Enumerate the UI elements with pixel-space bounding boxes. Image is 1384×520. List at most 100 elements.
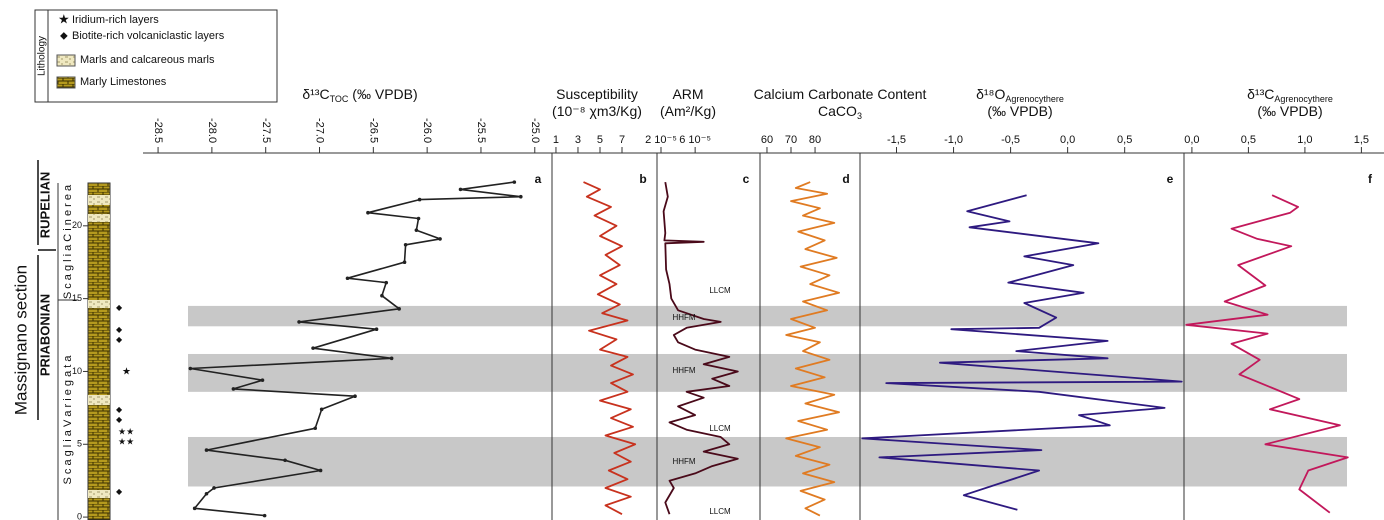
marl-layer <box>88 395 110 405</box>
x-tick-label: 70 <box>785 134 797 146</box>
x-tick-label: 6 10⁻⁵ <box>679 134 711 146</box>
axis-title-part: (10⁻⁸ χm3/Kg) <box>552 103 642 119</box>
axis-title-part: ARM <box>672 86 703 102</box>
data-point <box>518 194 523 199</box>
depth-tick-label: 5 <box>77 439 82 449</box>
depth-tick-label: 10 <box>72 366 82 376</box>
axis-title: δ¹³CAgrenocythere <box>1247 86 1333 105</box>
data-point <box>204 448 209 452</box>
data-point <box>313 426 318 431</box>
x-tick-label: 60 <box>761 134 773 146</box>
axis-title-sub: 3 <box>857 111 862 121</box>
data-line <box>662 181 739 515</box>
data-point <box>188 366 193 371</box>
annotation: HHFM <box>672 457 695 466</box>
panel-label: d <box>842 172 849 186</box>
marl-layer <box>88 214 110 222</box>
stage-label: RUPELIAN <box>37 172 52 238</box>
litho-column <box>87 182 111 520</box>
x-tick-label: -28.5 <box>152 118 164 143</box>
highlight-band <box>188 436 1347 487</box>
axis-title-sub: TOC <box>330 94 349 104</box>
axis-title-part: (‰ VPDB) <box>1257 103 1322 119</box>
data-point <box>311 346 315 350</box>
data-point <box>416 216 421 221</box>
panel-label: a <box>535 172 542 186</box>
x-tick-label: -26.5 <box>367 118 379 143</box>
x-tick-label: 5 <box>597 134 603 146</box>
legend-item: Marly Limestones <box>80 76 167 88</box>
data-point <box>417 197 422 202</box>
x-tick-label: -26.0 <box>421 118 433 143</box>
diamond-icon: ◆ <box>60 31 68 42</box>
data-point <box>353 394 357 399</box>
star-icon: ★ <box>122 367 131 378</box>
section-title: Massignano section <box>11 265 30 415</box>
data-point <box>512 180 517 184</box>
data-point <box>260 378 265 382</box>
data-point <box>318 468 323 473</box>
axis-title: (‰ VPDB) <box>987 103 1052 119</box>
marl-swatch <box>56 54 76 67</box>
x-tick-label: 1,5 <box>1354 134 1369 146</box>
x-tick-label: 80 <box>809 134 821 146</box>
legend-title: Lithology <box>37 36 48 76</box>
annotation: LLCM <box>709 424 731 433</box>
data-point <box>380 293 384 298</box>
data-point <box>438 237 442 241</box>
legend: Lithology ★ Iridium-rich layers ◆ Biotit… <box>34 9 278 103</box>
x-tick-label: -28.0 <box>206 118 218 143</box>
data-point <box>283 458 287 463</box>
data-line <box>785 181 840 517</box>
x-tick-label: 3 <box>575 134 581 146</box>
axis-title: δ¹³CTOC (‰ VPDB) <box>302 86 417 105</box>
marl-layer <box>88 195 110 205</box>
axis-title: δ¹⁸OAgrenocythere <box>976 86 1064 105</box>
marl-layer <box>88 490 110 498</box>
diamond-icon: ◆ <box>116 325 123 334</box>
axis-title-part: (‰ VPDB) <box>987 103 1052 119</box>
x-tick-label: -27.5 <box>260 118 272 143</box>
x-tick-label: 1 <box>553 134 559 146</box>
x-tick-label: 0,5 <box>1241 134 1256 146</box>
data-point <box>366 210 370 215</box>
formation-label: S c a g l i a V a r i e g a t a <box>62 355 74 485</box>
star-icon: ★★ <box>118 426 134 436</box>
x-tick-label: 0,5 <box>1117 134 1132 146</box>
axis-title-part: δ¹³C <box>1247 86 1274 102</box>
annotation: LLCM <box>709 507 731 516</box>
data-point <box>192 506 197 511</box>
x-tick-label: -25.5 <box>475 118 487 143</box>
annotation: LLCM <box>709 286 731 295</box>
panel-label: e <box>1167 172 1174 186</box>
axis-title-part: Susceptibility <box>556 86 638 102</box>
depth-tick-label: 15 <box>72 293 82 303</box>
data-point <box>212 486 216 490</box>
axis-title-part: (Am²/Kg) <box>660 103 716 119</box>
data-point <box>345 276 350 281</box>
data-point <box>231 387 236 391</box>
legend-item: Biotite-rich volcaniclastic layers <box>72 30 225 42</box>
x-tick-label: 0,0 <box>1184 134 1199 146</box>
legend-item: Iridium-rich layers <box>72 14 159 26</box>
data-point <box>402 260 407 265</box>
axis-title: Susceptibility <box>556 86 638 102</box>
axis-title-part: δ¹⁸O <box>976 86 1005 102</box>
data-line <box>861 194 1183 511</box>
panel-label: b <box>639 172 646 186</box>
event-icons: ◆ ◆ ◆ ★ ◆ ◆ ★★ ★★ ◆ <box>116 303 134 496</box>
x-tick-label: -1,5 <box>887 134 906 146</box>
data-point <box>458 187 463 192</box>
data-point <box>384 280 389 285</box>
data-point <box>319 407 324 412</box>
data-line <box>1185 194 1349 514</box>
x-tick-label: -0,5 <box>1001 134 1020 146</box>
axis-title: (10⁻⁸ χm3/Kg) <box>552 103 642 119</box>
panel-label: c <box>743 172 750 186</box>
highlight-band <box>188 353 1347 392</box>
data-point <box>262 513 267 518</box>
annotation: HHFM <box>672 313 695 322</box>
panel-label: f <box>1368 172 1373 186</box>
axis-title: CaCO3 <box>818 103 862 122</box>
